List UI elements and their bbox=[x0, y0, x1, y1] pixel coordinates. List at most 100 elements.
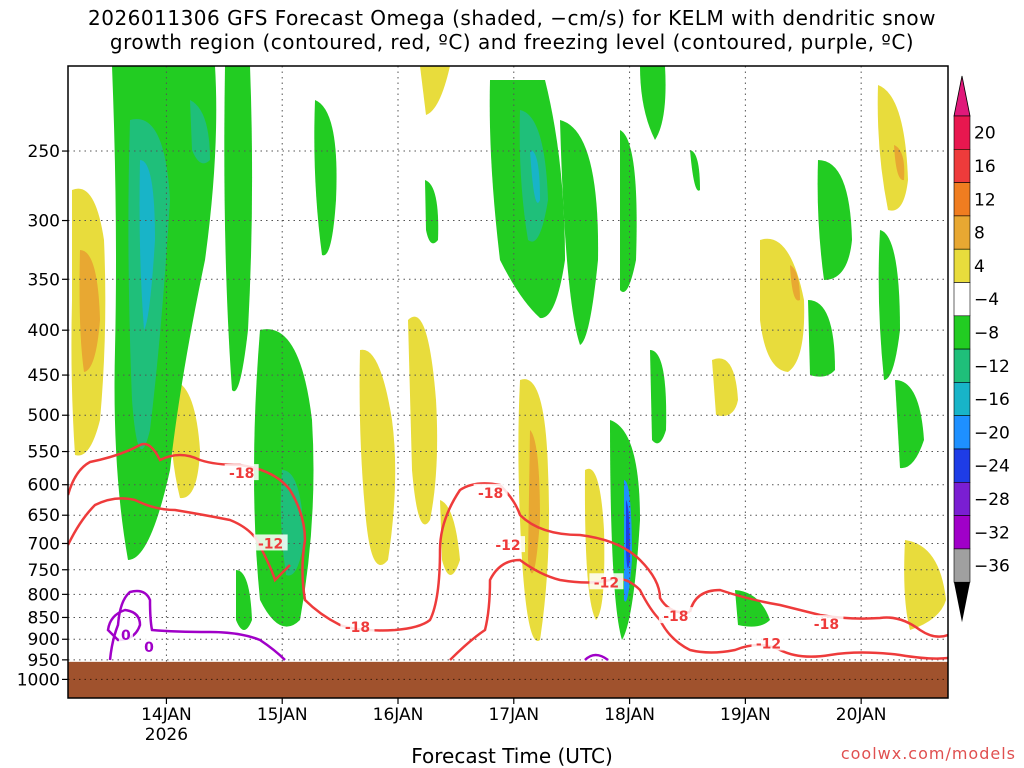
omega-area bbox=[359, 349, 396, 565]
contour-label: 0 bbox=[144, 640, 154, 656]
omega-area bbox=[190, 100, 210, 164]
omega-area bbox=[139, 160, 155, 330]
omega-area bbox=[790, 265, 800, 301]
omega-area bbox=[440, 500, 460, 575]
contour-labels: -18 -12 -18 -18 -12 -12 -18 -12 -18 00 bbox=[118, 464, 844, 656]
terrain-fill bbox=[68, 661, 948, 698]
colorbar-swatch bbox=[953, 348, 971, 383]
temperature-contours bbox=[68, 442, 948, 662]
omega-area bbox=[808, 300, 835, 377]
omega-area bbox=[530, 150, 540, 203]
x-tick-label: 20JAN bbox=[836, 705, 887, 725]
contour-label: -12 bbox=[258, 536, 283, 552]
omega-area bbox=[425, 180, 439, 244]
contour-label: 0 bbox=[121, 628, 131, 644]
contour-label-bg bbox=[118, 625, 133, 642]
colorbar-label: −36 bbox=[974, 557, 1010, 577]
y-tick-label: 750 bbox=[28, 561, 60, 581]
colorbar-label: 20 bbox=[974, 124, 996, 144]
omega-area bbox=[878, 230, 900, 380]
y-tick-label: 950 bbox=[28, 651, 60, 671]
contour-label-bg bbox=[589, 573, 624, 590]
dgz-contour-minus18b bbox=[688, 588, 948, 638]
x-tick-label: 16JAN bbox=[373, 705, 424, 725]
y-tick-label: 550 bbox=[28, 443, 60, 463]
contour-label-bg bbox=[491, 536, 525, 553]
contour-label-bg bbox=[340, 618, 375, 635]
colorbar-label: −24 bbox=[974, 457, 1010, 477]
credit-link[interactable]: coolwx.com/models bbox=[840, 744, 1016, 763]
colorbar-label: −4 bbox=[974, 290, 999, 310]
title-line-2: growth region (contoured, red, ºC) and f… bbox=[109, 30, 915, 54]
dgz-contour-minus18 bbox=[68, 442, 691, 632]
omega-area bbox=[895, 380, 924, 469]
omega-area bbox=[640, 66, 666, 140]
omega-shading bbox=[71, 66, 946, 641]
omega-area bbox=[236, 570, 252, 630]
contour-label: -18 bbox=[478, 486, 503, 502]
title-line-1: 2026011306 GFS Forecast Omega (shaded, −… bbox=[88, 6, 936, 30]
omega-area bbox=[420, 66, 450, 115]
colorbar: 20 16 12 8 4 −4 −8 −12 −16 −20 −24 −28 −32 −36 bbox=[953, 75, 1010, 623]
y-axis: 2503003504004505005506006507007508008509… bbox=[17, 142, 68, 690]
colorbar-label: −32 bbox=[974, 523, 1010, 543]
omega-area bbox=[817, 160, 852, 280]
y-tick-label: 250 bbox=[28, 142, 60, 162]
colorbar-swatch bbox=[953, 215, 971, 250]
ground bbox=[68, 661, 948, 698]
x-tick-label: 14JAN bbox=[141, 705, 192, 725]
x-tick-sublabel: 2026 bbox=[145, 725, 188, 745]
omega-area bbox=[760, 238, 805, 372]
colorbar-arrow-top bbox=[953, 75, 971, 117]
omega-area bbox=[584, 468, 605, 620]
y-tick-label: 700 bbox=[28, 534, 60, 554]
contour-label: -12 bbox=[756, 636, 781, 652]
colorbar-label: −16 bbox=[974, 390, 1010, 410]
colorbar-label: −28 bbox=[974, 490, 1010, 510]
colorbar-arrow-bottom bbox=[954, 582, 970, 623]
contour-label-bg bbox=[224, 464, 259, 481]
omega-area bbox=[650, 350, 667, 444]
contour-label-bg bbox=[253, 534, 288, 551]
omega-area bbox=[79, 250, 100, 372]
colorbar-swatch bbox=[953, 248, 971, 283]
omega-area bbox=[712, 358, 738, 416]
y-tick-label: 650 bbox=[28, 506, 60, 526]
contour-label: -12 bbox=[495, 538, 520, 554]
colorbar-swatch bbox=[953, 149, 971, 183]
colorbar-swatch bbox=[953, 481, 971, 516]
x-axis-label: Forecast Time (UTC) bbox=[411, 744, 613, 768]
y-tick-label: 850 bbox=[28, 608, 60, 628]
colorbar-label: −12 bbox=[974, 357, 1010, 377]
colorbar-swatch bbox=[953, 382, 971, 416]
omega-area bbox=[314, 100, 337, 256]
colorbar-label: 16 bbox=[974, 157, 996, 177]
freezing-level-contour bbox=[108, 589, 286, 661]
contour-label-bg bbox=[809, 615, 844, 632]
contour-label: -18 bbox=[814, 617, 839, 633]
plot-frame bbox=[67, 65, 949, 699]
omega-area bbox=[560, 120, 599, 345]
y-tick-label: 450 bbox=[28, 366, 60, 386]
contour-label-bg bbox=[473, 483, 508, 500]
omega-area bbox=[224, 66, 253, 392]
x-tick-label: 17JAN bbox=[488, 705, 539, 725]
colorbar-label: 8 bbox=[974, 224, 985, 244]
x-tick-label: 18JAN bbox=[604, 705, 655, 725]
omega-area bbox=[904, 540, 946, 630]
colorbar-label: 12 bbox=[974, 190, 996, 210]
dgz-contour-minus12b bbox=[449, 558, 948, 661]
y-tick-label: 900 bbox=[28, 630, 60, 650]
contour-label-bg bbox=[142, 637, 157, 654]
colorbar-swatch bbox=[953, 315, 971, 350]
contour-label: -18 bbox=[663, 609, 688, 625]
y-tick-label: 400 bbox=[28, 321, 60, 341]
y-tick-label: 300 bbox=[28, 212, 60, 232]
colorbar-swatch bbox=[953, 515, 971, 550]
contour-label: -12 bbox=[594, 575, 619, 591]
x-tick-label: 15JAN bbox=[257, 705, 308, 725]
omega-area bbox=[690, 150, 700, 191]
colorbar-label: −20 bbox=[974, 423, 1010, 443]
